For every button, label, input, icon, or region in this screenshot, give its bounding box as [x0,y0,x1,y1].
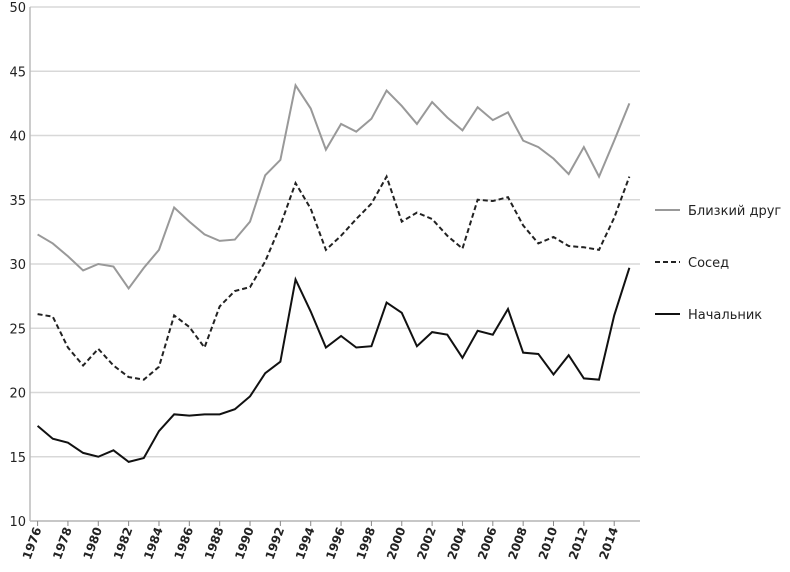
x-tick-label: 1982 [111,525,136,561]
y-tick-label: 30 [9,258,26,273]
x-tick-label: 2000 [384,525,409,561]
legend-label: Сосед [688,256,729,271]
x-tick-label: 2006 [475,525,500,561]
x-tick-label: 1990 [232,525,257,561]
x-tick-label: 1992 [263,525,288,561]
x-tick-label: 2012 [566,525,591,561]
x-tick-label: 1980 [81,525,106,561]
series-line [36,267,631,463]
x-tick-label: 1986 [172,525,197,561]
x-tick-label: 1998 [354,525,379,561]
legend-label: Начальник [688,308,762,323]
y-tick-label: 45 [9,65,26,80]
x-tick-label: 2010 [536,525,561,561]
y-tick-label: 25 [9,322,26,337]
x-tick-label: 1976 [20,525,45,561]
x-tick-label: 1978 [50,525,75,561]
y-tick-label: 35 [9,194,26,209]
series-line [37,82,631,291]
x-tick-label: 2008 [505,525,530,561]
x-tick-label: 1994 [293,525,318,561]
x-tick-label: 2002 [414,525,439,561]
y-tick-label: 50 [9,1,26,16]
y-tick-label: 40 [9,130,26,145]
x-tick-label: 2014 [596,525,621,561]
legend-label: Близкий друг [688,204,781,219]
y-tick-label: 20 [9,387,26,402]
x-tick-label: 1984 [141,525,166,561]
x-tick-label: 1988 [202,525,227,561]
series-line [37,174,631,381]
y-tick-label: 10 [9,515,26,530]
y-tick-label: 15 [9,451,26,466]
x-tick-label: 2004 [445,525,470,561]
x-tick-label: 1996 [323,525,348,561]
